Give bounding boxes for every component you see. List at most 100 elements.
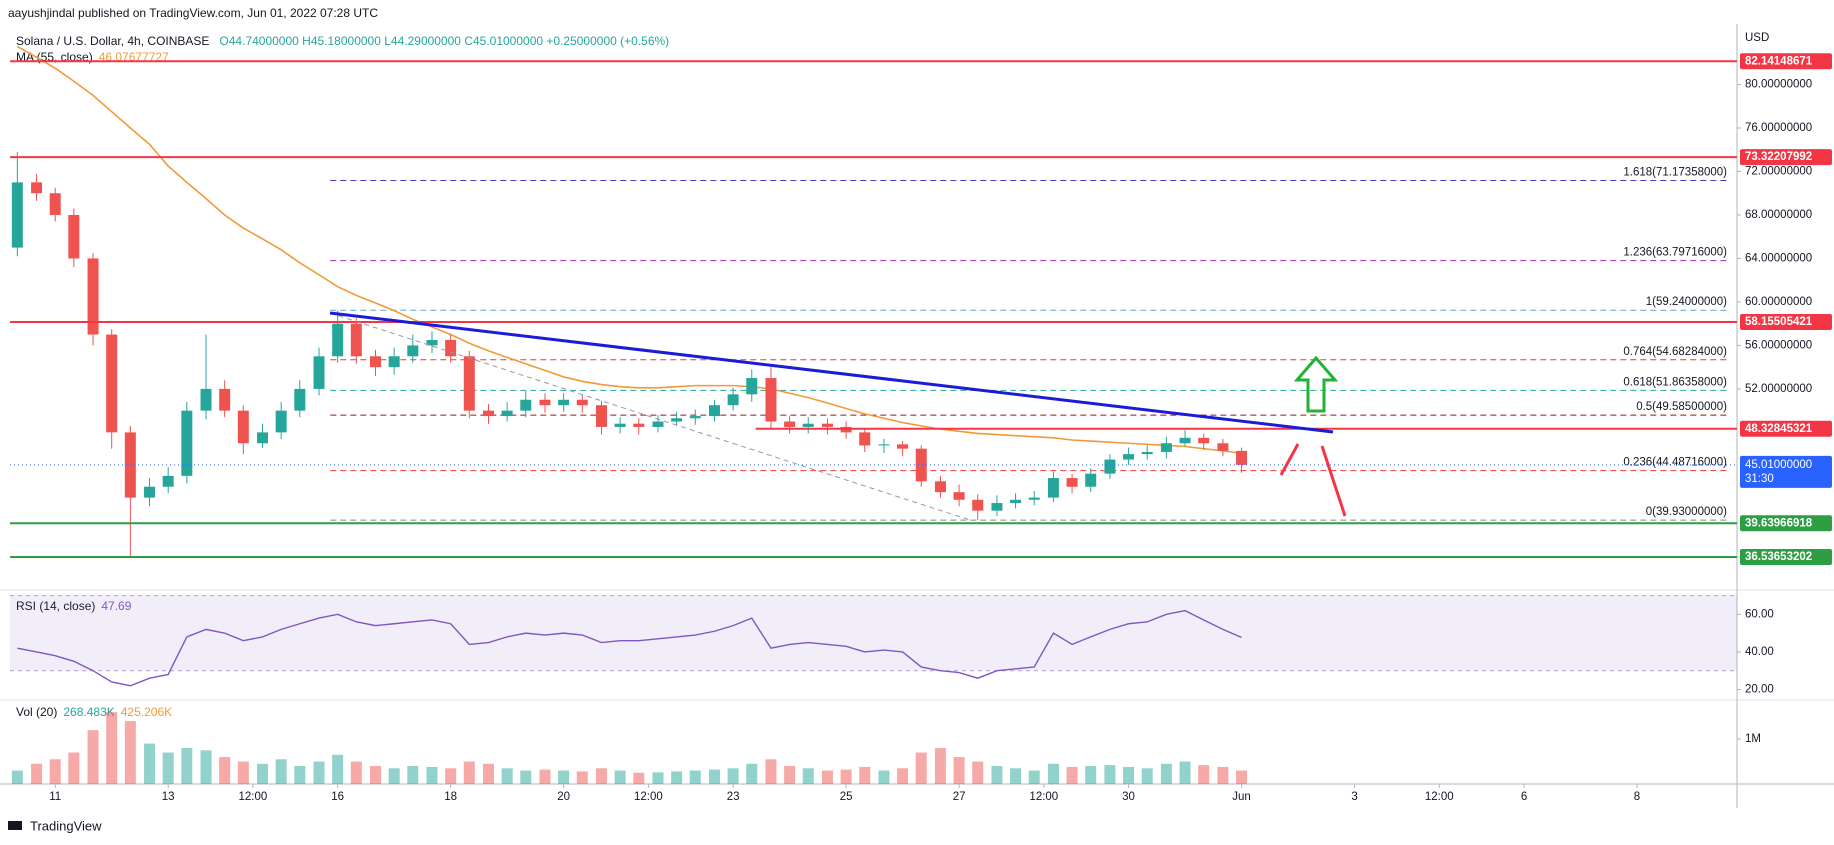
- candle-body: [539, 399, 551, 406]
- volume-bar: [1085, 766, 1097, 784]
- level-tag: [1740, 420, 1832, 437]
- y-tick-label: 56.00000000: [1745, 339, 1812, 351]
- rsi-value: 47.69: [101, 599, 131, 613]
- candle-body: [972, 499, 984, 511]
- candle-body: [370, 356, 382, 368]
- candle-body: [106, 334, 118, 433]
- volume-bar: [878, 770, 890, 784]
- candle-body: [727, 394, 739, 406]
- volume-bar: [388, 768, 400, 784]
- x-tick-label: 11: [49, 791, 61, 803]
- x-tick-label: 20: [557, 791, 570, 803]
- volume-bar: [237, 761, 249, 784]
- candle-body: [953, 492, 965, 500]
- volume-bar: [539, 769, 551, 784]
- level-tag: [1740, 53, 1832, 70]
- x-tick-label: 27: [953, 791, 966, 803]
- x-tick-label: Jun: [1232, 791, 1251, 803]
- volume-bar: [1028, 770, 1040, 784]
- ma-line: [16, 45, 1242, 455]
- x-tick-label: 18: [444, 791, 457, 803]
- candle-body: [388, 356, 400, 368]
- volume-bar: [671, 771, 683, 784]
- title: Solana / U.S. Dollar, 4h, COINBASE: [16, 34, 209, 48]
- candle-body: [313, 356, 325, 389]
- x-tick-label: 30: [1122, 791, 1135, 803]
- level-tag-label: 82.14148671: [1745, 55, 1813, 67]
- fib-label: 1.618(71.17358000): [1623, 167, 1727, 179]
- volume-bar: [1198, 765, 1210, 784]
- volume-bar: [765, 759, 777, 784]
- level-tag-label: 39.63966918: [1745, 517, 1813, 529]
- volume-bar: [49, 759, 61, 784]
- candle-body: [765, 378, 777, 422]
- rsi-band: [10, 595, 1737, 671]
- volume-bar: [370, 766, 382, 784]
- x-tick-label: 6: [1521, 791, 1527, 803]
- candle-body: [1028, 497, 1040, 500]
- candle-body: [1123, 454, 1135, 460]
- candle-body: [859, 432, 871, 446]
- volume-bar: [1141, 768, 1153, 784]
- candle-body: [87, 258, 99, 335]
- vol-tick-label: 1M: [1745, 733, 1761, 745]
- volume-bar: [87, 730, 99, 784]
- volume-bar: [689, 770, 701, 784]
- candle-body: [1236, 450, 1248, 465]
- volume-bar: [407, 766, 419, 784]
- x-tick-label: 12:00: [239, 791, 268, 803]
- drawings: [329, 311, 1347, 521]
- candle-body: [237, 410, 249, 444]
- candle-body: [426, 339, 438, 346]
- x-tick-label: 23: [727, 791, 740, 803]
- rsi-name: RSI (14, close): [16, 599, 95, 613]
- candle-body: [1104, 459, 1116, 474]
- candle-body: [181, 410, 193, 476]
- volume-bar: [614, 770, 626, 784]
- candle-body: [31, 182, 43, 194]
- volume-bar: [1160, 763, 1172, 784]
- volume-bar: [482, 763, 494, 784]
- volume-bar: [124, 721, 136, 784]
- x-tick-label: 3: [1351, 791, 1357, 803]
- volume-bar: [1066, 766, 1078, 784]
- volume-bar: [332, 754, 344, 784]
- header: aayushjindal published on TradingView.co…: [8, 6, 378, 20]
- level-tag-label: 73.32207992: [1745, 151, 1812, 163]
- candle-body: [200, 388, 212, 411]
- candle-body: [257, 432, 269, 444]
- candle-body: [595, 405, 607, 427]
- candle-body: [802, 423, 814, 427]
- price-tag-label: 45.01000000: [1745, 459, 1812, 471]
- candle-body: [1198, 437, 1210, 444]
- candle-body: [897, 444, 909, 449]
- x-tick-label: 25: [840, 791, 853, 803]
- volume-bar: [200, 750, 212, 784]
- volume-bar: [1123, 766, 1135, 784]
- x-tick-label: 8: [1634, 791, 1640, 803]
- candle-body: [689, 416, 701, 419]
- y-tick-label: 76.00000000: [1745, 122, 1812, 134]
- candle-body: [275, 410, 287, 433]
- volume-bar: [802, 768, 814, 784]
- candle-body: [671, 418, 683, 422]
- volume-bar: [633, 772, 645, 784]
- level-tag: [1740, 313, 1832, 330]
- candle-body: [576, 399, 588, 406]
- volume-bar: [576, 771, 588, 784]
- level-tag: [1740, 548, 1832, 565]
- candle-body: [1160, 443, 1172, 452]
- fib-label: 1.236(63.79716000): [1623, 247, 1727, 259]
- rsi-legend: RSI (14, close) 47.69: [16, 599, 132, 613]
- candle-body: [49, 193, 61, 215]
- footer: TradingView: [8, 818, 102, 833]
- vol-ma-value: 425.206K: [121, 705, 172, 719]
- volume-bar: [840, 769, 852, 784]
- countdown: 31:30: [1745, 473, 1774, 485]
- candle-body: [991, 503, 1003, 511]
- volume-bar: [1179, 761, 1191, 784]
- rsi-tick-label: 20.00: [1745, 684, 1774, 696]
- volume-bar: [520, 770, 532, 784]
- volume-bar: [275, 759, 287, 784]
